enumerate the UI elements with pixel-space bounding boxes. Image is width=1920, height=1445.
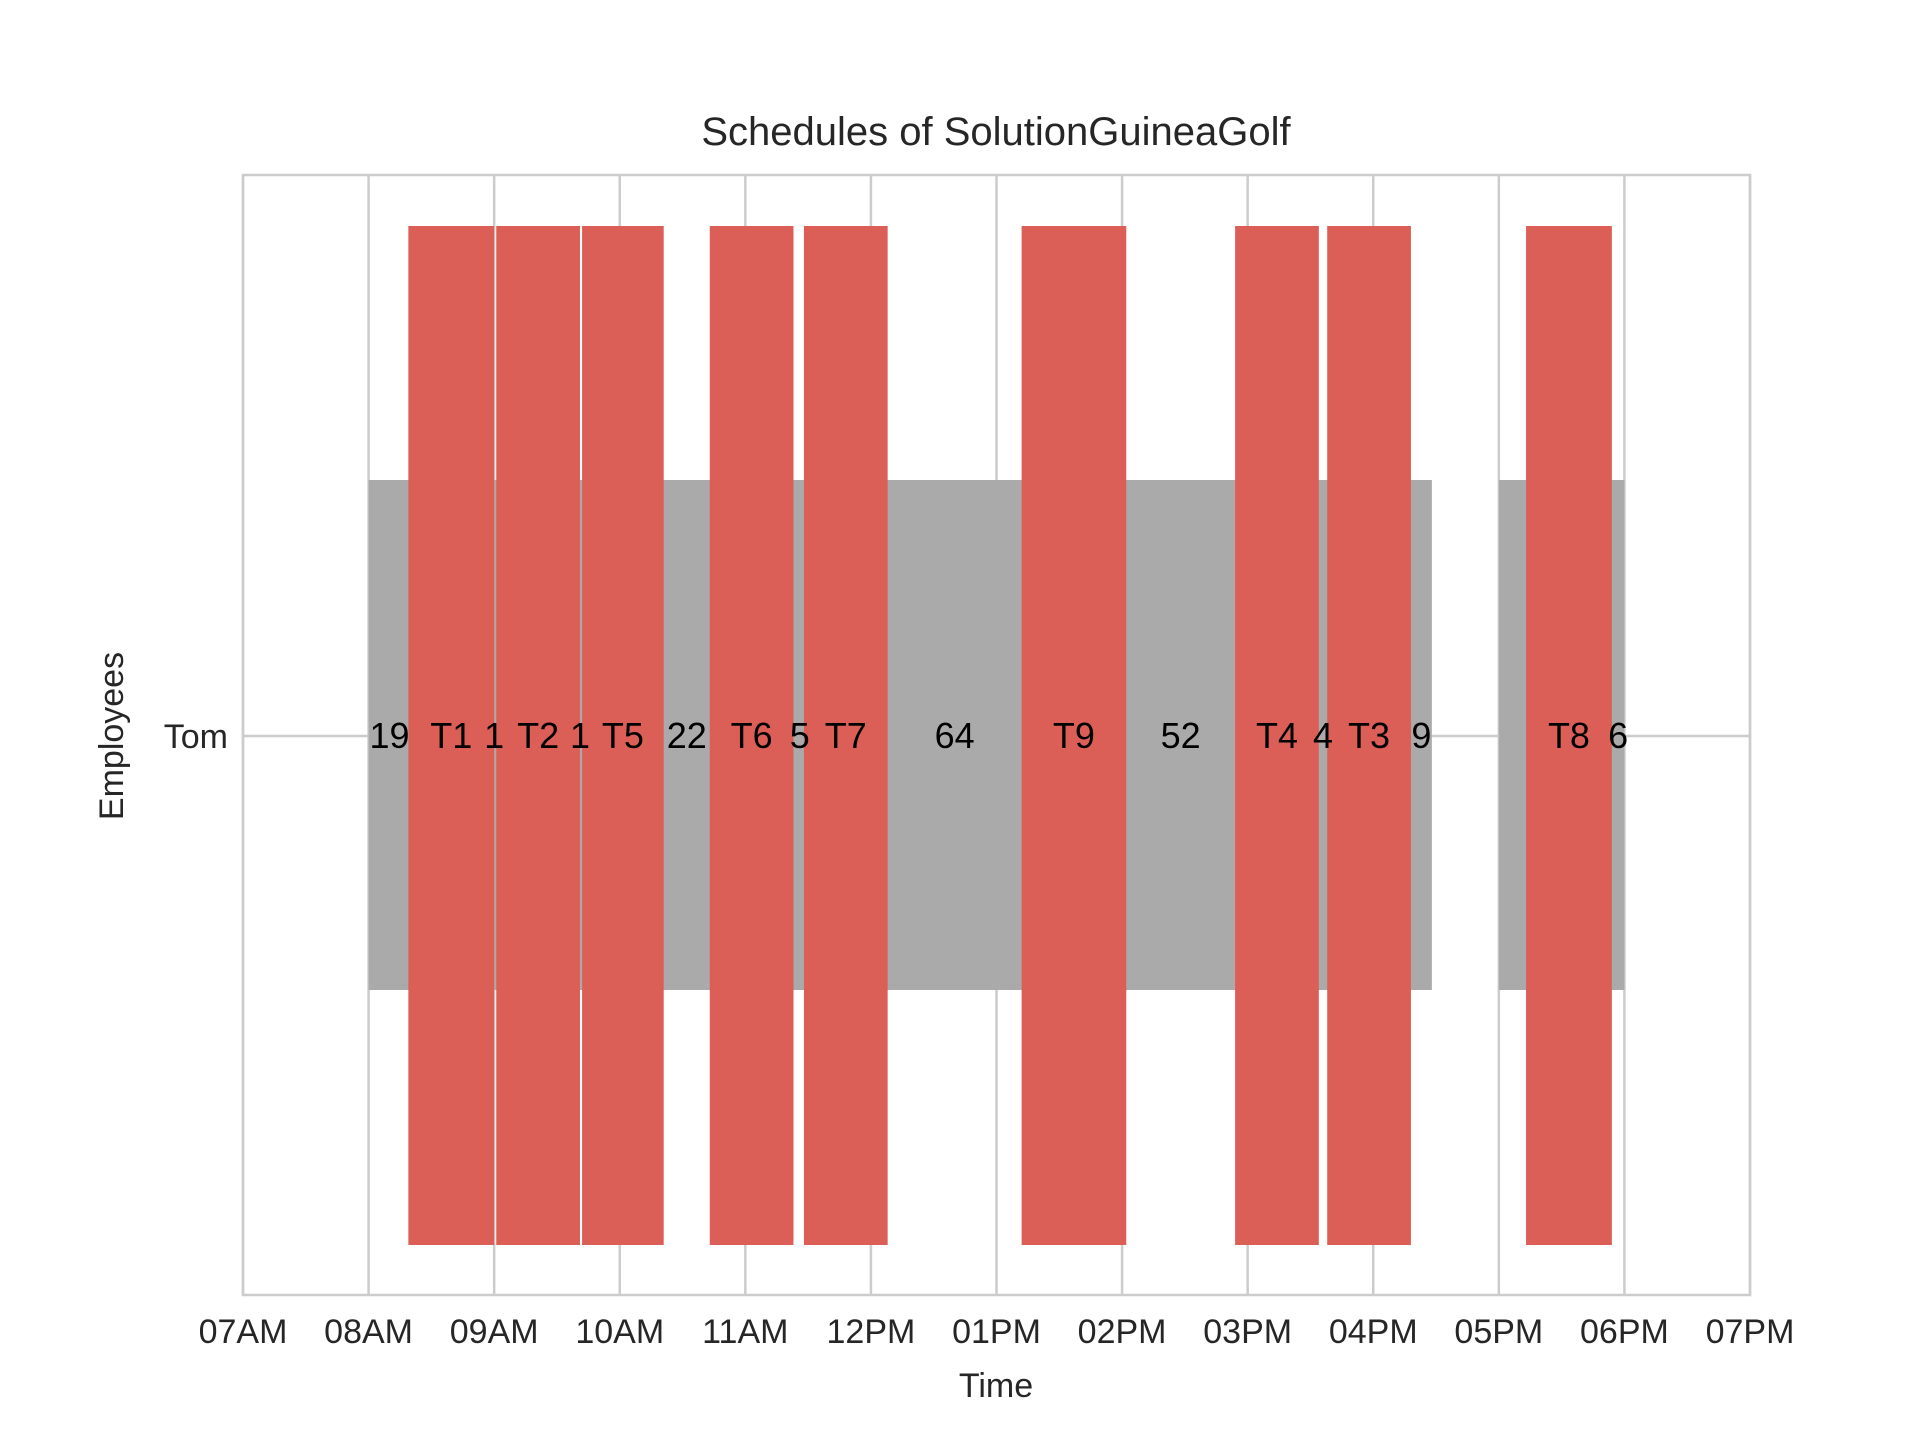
x-tick-label: 01PM	[952, 1313, 1041, 1351]
task-bar	[496, 226, 580, 1245]
task-bar	[803, 226, 888, 1245]
task-label: T6	[731, 715, 773, 756]
task-bars	[408, 226, 1612, 1245]
task-label: T2	[517, 715, 559, 756]
task-label: T7	[825, 715, 867, 756]
task-bar	[1235, 226, 1319, 1245]
task-bar	[1021, 226, 1127, 1245]
task-bar	[1327, 226, 1411, 1245]
y-axis-label: Employees	[93, 652, 131, 820]
x-tick-label: 03PM	[1203, 1313, 1292, 1351]
task-label: T4	[1256, 715, 1298, 756]
task-label: T9	[1053, 715, 1095, 756]
task-label: T8	[1548, 715, 1590, 756]
task-label: T5	[602, 715, 644, 756]
task-bar	[709, 226, 794, 1245]
y-tick-label: Tom	[164, 718, 228, 756]
gap-label: 19	[369, 715, 409, 756]
chart-title: Schedules of SolutionGuineaGolf	[701, 110, 1291, 154]
x-tick-label: 07PM	[1706, 1313, 1795, 1351]
bar-labels: T1 T2 T5 T6 T7 T9 T4 T3 T8 19 1 1 22 5 64 52 4 9 6	[369, 715, 1628, 756]
x-tick-label: 10AM	[575, 1313, 664, 1351]
task-label: T3	[1348, 715, 1390, 756]
task-bar	[408, 226, 495, 1245]
x-tick-label: 08AM	[324, 1313, 413, 1351]
gap-label: 1	[570, 715, 590, 756]
x-axis-label: Time	[959, 1367, 1033, 1405]
gap-label: 6	[1608, 715, 1628, 756]
x-tick-label: 05PM	[1454, 1313, 1543, 1351]
gap-label: 64	[935, 715, 975, 756]
x-tick-label: 04PM	[1329, 1313, 1418, 1351]
gap-label: 4	[1313, 715, 1333, 756]
axes: 07AM 08AM 09AM 10AM 11AM 12PM 01PM 02PM 03PM 04PM…	[164, 718, 1795, 1351]
x-tick-label: 09AM	[450, 1313, 539, 1351]
x-tick-label: 07AM	[199, 1313, 288, 1351]
gap-label: 5	[790, 715, 810, 756]
gap-label: 9	[1411, 715, 1431, 756]
task-bar	[1526, 226, 1612, 1245]
x-tick-label: 06PM	[1580, 1313, 1669, 1351]
x-tick-label: 11AM	[702, 1313, 788, 1351]
task-label: T1	[430, 715, 472, 756]
gap-label: 1	[484, 715, 504, 756]
x-tick-label: 12PM	[827, 1313, 916, 1351]
gap-label: 52	[1161, 715, 1201, 756]
plot-frame	[241, 173, 1752, 1297]
x-tick-label: 02PM	[1078, 1313, 1167, 1351]
task-bar	[582, 226, 664, 1245]
gap-label: 22	[667, 715, 707, 756]
